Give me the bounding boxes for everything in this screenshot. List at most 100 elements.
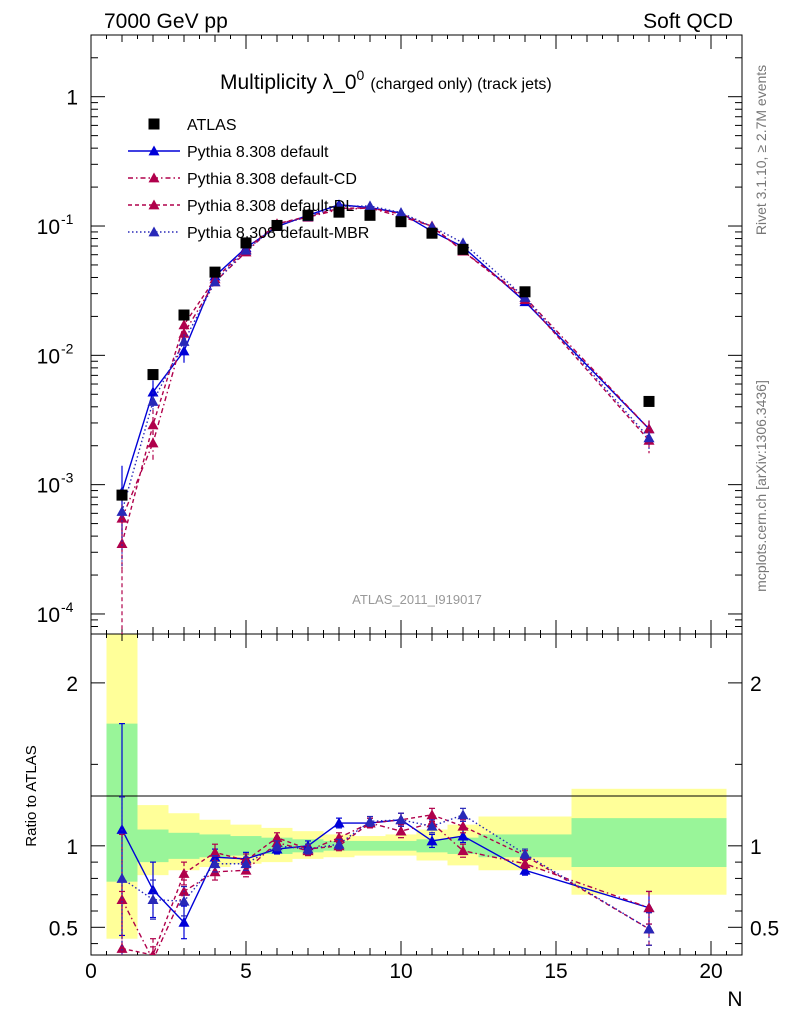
band-inner-bin <box>354 840 386 851</box>
chart-title-suffix: (charged only) (track jets) <box>370 76 551 93</box>
ratio-y-tick-label-right: 0.5 <box>750 917 779 940</box>
energy-label: 7000 GeV pp <box>104 10 228 33</box>
legend-series-marker <box>148 226 160 237</box>
legend: ATLAS Pythia 8.308 default Pythia 8.308 de… <box>128 117 369 242</box>
series-marker <box>178 345 190 356</box>
series-marker <box>147 395 159 406</box>
chart-title-sup: 0 <box>357 67 365 83</box>
y-tick-label: 10 <box>37 604 60 627</box>
y-tick-label: 1 <box>66 87 78 110</box>
atlas-data-layer <box>116 206 655 501</box>
series-ratio-marker <box>333 817 345 828</box>
series-ratio-marker <box>426 820 438 831</box>
series-ratio-marker <box>116 942 128 953</box>
series-marker <box>178 335 190 346</box>
series-ratio-marker <box>271 832 283 843</box>
band-inner-bin <box>230 836 262 856</box>
series-ratio-marker <box>395 814 407 825</box>
ratio-y-tick-label: 1 <box>66 836 78 859</box>
series-ratio-marker <box>457 830 469 841</box>
x-tick-label: 20 <box>699 960 722 983</box>
x-tick-label: 5 <box>240 960 252 983</box>
series-marker <box>116 538 128 549</box>
series-ratio-marker <box>149 949 157 955</box>
chart-title: Multiplicity λ_00 (charged only) (track j… <box>220 67 552 94</box>
atlas-marker <box>240 237 252 249</box>
y-tick-label-exponent: -2 <box>61 340 74 356</box>
series-line <box>121 207 650 544</box>
axis-ticks <box>90 34 743 955</box>
ratio-y-tick-label-right: 1 <box>750 836 762 859</box>
series-ratio-marker <box>178 868 190 878</box>
legend-series-label: Pythia 8.308 default-CD <box>187 171 357 188</box>
legend-series-marker <box>148 199 160 210</box>
series-marker <box>147 419 159 430</box>
atlas-marker <box>364 209 376 221</box>
series-ratio-marker <box>519 864 531 875</box>
x-tick-label: 15 <box>544 960 567 983</box>
series-ratio-marker <box>519 858 531 869</box>
legend-series-label: Pythia 8.308 default <box>187 144 329 161</box>
x-tick-label: 10 <box>389 960 412 983</box>
series-marker <box>116 505 128 516</box>
series-ratio-marker <box>426 809 438 820</box>
legend-atlas-marker <box>148 118 160 130</box>
uncertainty-bands <box>106 634 727 939</box>
series-ratio-marker <box>116 872 128 883</box>
atlas-marker <box>209 266 221 278</box>
series-ratio-line <box>121 822 650 955</box>
series-ratio-marker <box>333 838 345 849</box>
atlas-marker <box>457 243 469 255</box>
series-marker <box>209 276 221 287</box>
band-inner-bin <box>571 818 727 868</box>
series-marker <box>240 244 252 255</box>
ratio-y-tick-label-right: 2 <box>750 673 762 696</box>
y-tick-label-exponent: -3 <box>61 470 74 486</box>
category-label: Soft QCD <box>643 10 733 33</box>
chart-title-main: Multiplicity λ_0 <box>220 71 357 94</box>
series-ratio-marker <box>152 954 154 955</box>
series-ratio-marker <box>643 902 655 913</box>
legend-series-marker <box>148 145 160 156</box>
atlas-marker <box>271 219 283 231</box>
atlas-marker <box>178 309 190 321</box>
series-ratio-marker <box>519 848 531 859</box>
series-line <box>121 205 650 512</box>
atlas-marker <box>333 206 345 218</box>
ratio-y-axis-label: Ratio to ATLAS <box>23 745 40 846</box>
y-tick-label: 10 <box>37 345 60 368</box>
series-ratio-layer <box>116 723 655 955</box>
series-ratio-marker <box>209 858 221 869</box>
series-ratio-line <box>121 814 650 955</box>
series-ratio-marker <box>271 840 283 851</box>
legend-series-marker <box>148 172 160 183</box>
band-inner-bin <box>137 829 169 863</box>
atlas-marker <box>426 227 438 239</box>
series-ratio-marker <box>643 923 655 934</box>
series-ratio-marker <box>457 809 469 820</box>
series-ratio-marker <box>302 843 314 854</box>
x-tick-label: 0 <box>85 960 97 983</box>
series-ratio-marker <box>457 820 469 831</box>
y-tick-label-exponent: -4 <box>61 599 74 615</box>
series-marker <box>364 200 376 211</box>
atlas-marker <box>519 286 531 298</box>
series-ratio-marker <box>178 916 190 927</box>
y-tick-label: 10 <box>37 216 60 239</box>
series-ratio-marker <box>457 845 469 856</box>
series-marker <box>395 207 407 217</box>
series-line <box>121 207 650 519</box>
atlas-marker <box>116 489 128 501</box>
atlas-marker <box>147 369 159 381</box>
ratio-y-tick-label: 2 <box>66 673 78 696</box>
atlas-marker <box>643 395 655 407</box>
series-ratio-marker <box>240 858 252 869</box>
series-marker <box>147 386 159 397</box>
band-inner-bin <box>478 834 572 858</box>
series-ratio-marker <box>395 825 407 836</box>
series-ratio-marker <box>209 846 221 857</box>
band-inner-bin <box>168 832 200 859</box>
y-tick-label: 10 <box>37 475 60 498</box>
series-ratio-marker <box>178 895 190 906</box>
